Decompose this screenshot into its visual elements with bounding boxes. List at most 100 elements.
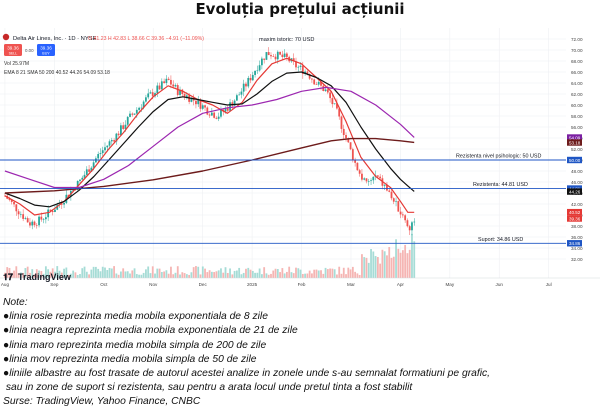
volume-bar (220, 268, 222, 278)
candle-body (167, 78, 170, 80)
volume-bar (297, 268, 300, 278)
sell-button[interactable]: 39.36 SELL (4, 44, 22, 56)
volume-bar (274, 268, 277, 278)
line-sma50 (4, 86, 415, 189)
volume-bar (229, 268, 231, 278)
volume-bar (197, 266, 200, 278)
volume-bar (44, 266, 47, 278)
candle-body (411, 222, 413, 231)
candle-body (367, 181, 370, 182)
volume-bar (172, 274, 175, 278)
buy-price: 39.36 (40, 46, 52, 51)
volume-bar (306, 273, 309, 278)
y-tick-label: 58.00 (571, 114, 583, 119)
candle-body (251, 74, 254, 81)
candle-body (342, 128, 345, 136)
volume-bar (276, 269, 279, 278)
y-tick-label: 60.00 (571, 103, 583, 108)
candle-body (208, 114, 211, 116)
volume-bar (8, 267, 11, 278)
line-sma200 (4, 137, 415, 194)
volume-bar (245, 268, 247, 278)
candle-body (217, 116, 220, 119)
candle-body (56, 204, 59, 210)
volume-bar (408, 249, 411, 278)
volume-bar (49, 271, 52, 278)
volume-bar (383, 251, 386, 278)
candle-body (224, 108, 227, 112)
volume-bar (267, 274, 270, 278)
candle-body (201, 105, 204, 109)
volume-bar (260, 274, 263, 278)
axis-badge (567, 156, 582, 164)
volume-bar (301, 273, 304, 278)
candle-body (356, 162, 359, 171)
candle-body (151, 92, 154, 97)
ohlc-readout: O 41.23 H 42.83 L 38.66 C 39.36 −4.91 (−… (88, 36, 204, 42)
candle-body (242, 83, 245, 92)
volume-bar (29, 272, 31, 278)
candle-body (349, 142, 352, 150)
volume-bar (92, 266, 95, 278)
volume-bar (167, 273, 170, 278)
volume-bar (372, 251, 375, 278)
buy-button[interactable]: 39.36 BUY (37, 44, 55, 56)
buy-label: BUY (42, 52, 50, 56)
y-tick-label: 64.00 (571, 81, 583, 86)
volume-bar (295, 267, 297, 278)
volume-bar (88, 274, 90, 278)
candle-body (97, 154, 100, 159)
x-tick-label: May (445, 282, 454, 287)
candle-body (376, 175, 379, 177)
y-tick-label: 34.00 (571, 246, 583, 251)
volume-bar (272, 270, 275, 278)
volume-bar (54, 271, 56, 278)
candle-body (361, 173, 363, 180)
level-lines: Rezistenta nivel psihologic: 50 USD Rezis… (0, 154, 566, 244)
candle-body (185, 95, 188, 98)
volume-bar (33, 274, 36, 278)
volume-bar (263, 267, 266, 278)
x-tick-label: Aug (1, 282, 10, 287)
candle-body (106, 145, 109, 148)
volume-bar (201, 266, 204, 278)
note-item: ●linia mov reprezinta media mobila simpl… (3, 353, 257, 365)
volume-bar (208, 270, 211, 278)
volume-bar (72, 270, 75, 278)
volume-bar (13, 270, 15, 278)
candle-body (258, 65, 261, 71)
y-tick-label: 72.00 (571, 37, 583, 42)
candle-body (31, 221, 34, 226)
volume-bar (38, 270, 40, 278)
candle-body (279, 51, 281, 55)
volume-bar (108, 267, 111, 278)
volume-bar (179, 274, 181, 278)
axis-badge (567, 134, 582, 141)
volume-bar (163, 271, 166, 278)
y-tick-label: 66.00 (571, 70, 583, 75)
candle-body (135, 109, 138, 114)
candle-body (206, 107, 209, 115)
price-chart[interactable]: Rezistenta nivel psihologic: 50 USD Rezis… (0, 26, 600, 290)
axis-badge-label: 50.00 (569, 158, 581, 163)
volume-bar (133, 268, 136, 278)
volume-bar (388, 247, 391, 278)
chart-grid (0, 28, 566, 278)
candle-body (149, 92, 152, 94)
candle-body (133, 113, 136, 115)
y-tick-label: 32.00 (571, 257, 583, 262)
candle-body (254, 70, 256, 75)
volume-bar (374, 256, 377, 278)
candle-body (113, 140, 115, 142)
note-item: sau in zone de suport si rezistenta, sau… (3, 382, 413, 394)
candle-body (233, 100, 236, 106)
volume-bar (115, 273, 118, 278)
x-tick-label: Jul (546, 282, 552, 287)
candle-body (295, 61, 297, 68)
candle-body (388, 190, 391, 192)
candle-body (156, 85, 159, 94)
candle-body (229, 102, 231, 111)
volume-bar (63, 268, 65, 278)
candle-body (281, 54, 284, 57)
volume-bar (254, 272, 256, 278)
